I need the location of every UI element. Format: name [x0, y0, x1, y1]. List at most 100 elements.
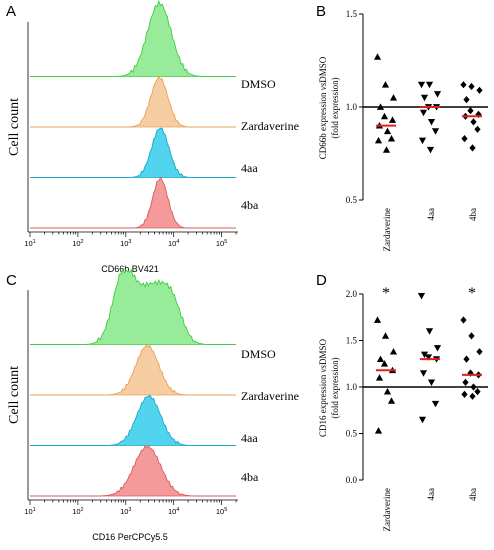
data-point	[373, 53, 382, 60]
panel-a: Cell count CD66b BV421 101 102 103 104 105 D…	[7, 0, 299, 274]
panel-a-x-ticks: 101 102 103 104 105	[24, 232, 237, 248]
panel-c-x-ticks: 101 102 103 104 105	[24, 500, 237, 516]
panel-c-label-dmso: DMSO	[241, 347, 276, 361]
y-tick-label: 2.0	[346, 289, 358, 299]
data-point	[476, 86, 483, 94]
x-tick-label: 103	[120, 239, 131, 248]
x-tick-label: 104	[168, 239, 179, 248]
data-point	[460, 81, 467, 89]
x-tick-label: 105	[216, 239, 227, 248]
y-tick-label: 0.5	[346, 195, 358, 205]
data-point	[426, 146, 435, 154]
panel-letter-d: D	[316, 272, 327, 289]
data-point	[374, 136, 383, 144]
data-point	[374, 427, 383, 434]
histogram-fill-dmso	[30, 269, 236, 345]
data-point	[427, 379, 436, 386]
y-tick-label: 1.0	[346, 102, 358, 112]
data-point	[476, 348, 483, 356]
data-point	[433, 345, 442, 352]
data-point	[389, 94, 398, 101]
data-point	[431, 400, 440, 408]
panel-c-label-4ba: 4ba	[241, 470, 259, 484]
category-label: Zardaverine	[382, 488, 392, 531]
histogram-fill-4ba	[30, 445, 236, 496]
x-tick-label: 102	[72, 507, 83, 516]
data-point	[373, 316, 382, 323]
histogram-fill-4ba	[30, 177, 236, 228]
histogram-fill-4aa	[30, 395, 236, 446]
data-point	[474, 125, 481, 133]
data-point	[381, 332, 390, 339]
data-point	[419, 370, 428, 377]
panel-a-label-zardaverine: Zardaverine	[241, 119, 299, 133]
panel-a-x-label: CD66b BV421	[101, 264, 159, 274]
panel-c-label-zardaverine: Zardaverine	[241, 389, 299, 403]
panel-letter-a: A	[6, 3, 16, 20]
data-point	[470, 118, 477, 126]
data-point	[420, 94, 429, 102]
data-point	[467, 107, 474, 115]
significance-marker: *	[382, 285, 390, 302]
data-point	[431, 128, 440, 135]
histogram-outline-dmso	[30, 0, 236, 77]
data-point	[469, 392, 476, 400]
panel-a-histograms	[30, 0, 236, 229]
panel-a-label-dmso: DMSO	[241, 77, 276, 91]
x-tick-label: 103	[120, 507, 131, 516]
panel-d-points: 0.0 0.5 1.0 1.5 2.0 Zardaverine * 4aa 4ba *	[346, 285, 488, 531]
data-point	[427, 119, 436, 126]
data-point	[383, 388, 392, 395]
data-point	[383, 127, 392, 135]
histogram-outline-zardaverine	[30, 75, 236, 128]
panel-c: Cell count CD16 PerCPCy5.5 101 102 103 104 1…	[7, 268, 299, 542]
data-point	[380, 360, 389, 367]
panel-letter-b: B	[316, 3, 326, 20]
panel-b-points: 0.5 1.0 1.5 Zardaverine 4aa 4ba	[346, 9, 488, 251]
data-point	[461, 135, 468, 143]
histogram-outline-4aa	[30, 127, 236, 178]
data-point	[376, 355, 385, 362]
histogram-outline-4ba	[30, 176, 236, 229]
panel-a-label-4aa: 4aa	[241, 161, 258, 175]
data-point	[375, 374, 384, 381]
category-label: 4aa	[426, 208, 436, 221]
significance-marker: *	[468, 285, 476, 302]
data-point	[433, 91, 442, 98]
x-tick-label: 104	[168, 507, 179, 516]
data-point	[387, 135, 396, 142]
data-point	[387, 397, 396, 404]
histogram-fill-zardaverine	[30, 344, 236, 395]
panel-b-y-label-sub: (fold expression)	[330, 77, 340, 138]
data-point	[382, 146, 391, 153]
panel-c-label-4aa: 4aa	[241, 431, 258, 445]
category-label: Zardaverine	[382, 208, 392, 251]
data-point	[474, 388, 481, 396]
data-point	[425, 328, 434, 335]
data-point	[389, 348, 398, 355]
data-point	[381, 81, 390, 88]
data-point	[461, 390, 468, 398]
panel-c-histograms	[30, 268, 236, 497]
histogram-fill-4aa	[30, 128, 236, 178]
panel-a-y-label: Cell count	[7, 98, 22, 156]
data-point	[418, 137, 427, 145]
data-point	[417, 81, 426, 89]
y-tick-label: 0.5	[346, 429, 358, 439]
data-point	[420, 351, 429, 359]
y-tick-label: 0.0	[346, 475, 358, 485]
x-tick-label: 101	[24, 239, 35, 248]
data-point	[469, 144, 476, 152]
y-tick-label: 1.5	[346, 9, 358, 19]
data-point	[463, 355, 470, 363]
data-point	[462, 378, 469, 386]
data-point	[468, 332, 475, 340]
category-label: 4ba	[468, 208, 478, 221]
panel-a-label-4ba: 4ba	[241, 198, 259, 212]
data-point	[425, 81, 434, 89]
panel-c-y-label: Cell count	[7, 366, 22, 424]
y-tick-label: 1.0	[346, 382, 358, 392]
data-point	[417, 293, 426, 300]
category-label: 4ba	[468, 488, 478, 501]
panel-d-y-label-sub: (fold expression)	[330, 357, 340, 418]
